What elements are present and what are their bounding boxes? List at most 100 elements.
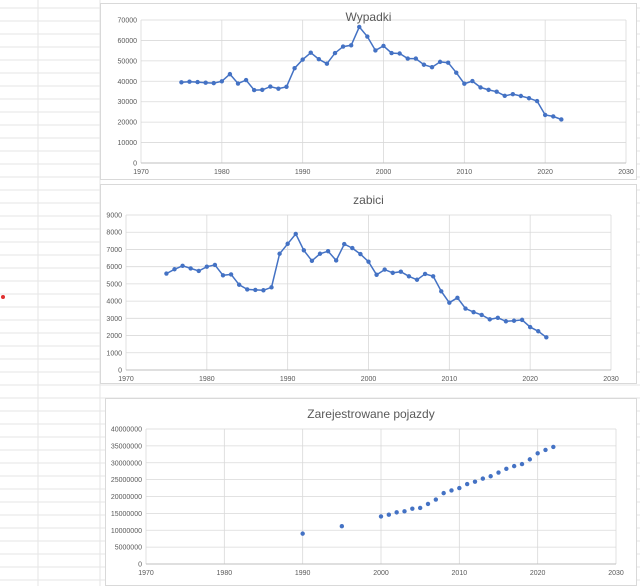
data-point (284, 84, 289, 90)
data-point (421, 62, 427, 67)
data-point (204, 264, 210, 269)
data-point (471, 309, 476, 315)
data-point (187, 79, 192, 84)
data-point (348, 43, 354, 48)
data-point (228, 272, 234, 277)
data-point (518, 93, 524, 99)
x-tick-label: 1970 (138, 570, 154, 577)
data-point (243, 77, 249, 83)
data-point (429, 64, 435, 70)
x-tick-label: 2020 (530, 570, 546, 577)
x-tick-label: 2010 (457, 169, 473, 176)
chart-wypadki[interactable]: 0 10000 20000 30000 40000 50000 60000 70000 1970… (100, 3, 637, 180)
x-tick-label: 2030 (618, 169, 634, 176)
data-point (463, 306, 468, 311)
x-tick-label: 1970 (133, 169, 149, 176)
data-point (542, 112, 548, 118)
data-point (220, 273, 226, 278)
y-tick-label: 0 (138, 562, 142, 569)
y-tick-label: 7000 (106, 247, 122, 254)
data-point (251, 87, 257, 93)
data-point (495, 315, 501, 321)
data-point (269, 285, 274, 290)
data-point (430, 274, 436, 279)
data-point (188, 266, 193, 271)
data-point (235, 81, 241, 86)
chart-title: zabici (353, 193, 384, 207)
y-tick-label: 0 (118, 368, 122, 375)
data-point (503, 319, 509, 324)
x-tick-label: 2010 (452, 570, 468, 577)
y-tick-label: 5000 (106, 281, 122, 288)
data-point (195, 79, 200, 85)
y-tick-label: 4000 (106, 299, 122, 306)
data-point (402, 509, 407, 514)
data-point (325, 248, 331, 254)
data-point (300, 531, 305, 536)
y-tick-label: 40000 (118, 79, 138, 86)
data-point (478, 85, 483, 90)
x-tick-label: 2020 (537, 169, 553, 176)
data-point (179, 80, 184, 85)
x-tick-label: 1990 (280, 376, 296, 383)
data-point (449, 488, 454, 493)
y-tick-label: 0 (133, 161, 137, 168)
chart-zarejestrowane-pojazdy[interactable]: 0 5000000 10000000 15000000 20000000 25000000… (105, 398, 637, 586)
data-point (422, 271, 428, 277)
data-point (373, 48, 378, 53)
data-point (519, 317, 525, 323)
data-point (511, 463, 517, 469)
data-point (339, 524, 345, 529)
x-tick-label: 2030 (608, 570, 624, 577)
data-point (324, 61, 330, 66)
x-tick-label: 2020 (522, 376, 538, 383)
data-point (410, 506, 415, 511)
data-point (268, 84, 273, 89)
data-point (511, 318, 517, 323)
data-point (382, 267, 387, 272)
data-point (441, 490, 446, 496)
y-tick-label: 3000 (106, 316, 122, 323)
y-tick-label: 10000 (118, 140, 138, 147)
data-point (285, 241, 290, 246)
y-tick-label: 70000 (118, 18, 138, 25)
data-point (357, 24, 362, 30)
y-tick-label: 60000 (118, 38, 138, 45)
data-point (172, 267, 177, 272)
chart-zabici[interactable]: 0 1000 2000 3000 4000 5000 6000 7000 8000 9000 197… (100, 184, 637, 384)
data-point (551, 114, 556, 119)
x-tick-label: 2000 (376, 169, 392, 176)
data-point (433, 497, 439, 502)
data-point (487, 317, 492, 322)
data-point (398, 269, 404, 274)
y-tick-label: 50000 (118, 58, 138, 65)
y-tick-label: 5000000 (115, 545, 142, 552)
data-point (439, 289, 444, 294)
x-tick-label: 2000 (373, 570, 389, 577)
data-point (464, 481, 470, 487)
data-point (340, 44, 346, 49)
data-point (236, 282, 242, 287)
y-tick-label: 15000000 (111, 511, 142, 518)
data-point (390, 270, 395, 276)
chart-title: Wypadki (345, 10, 392, 24)
x-tick-label: 1980 (214, 169, 230, 176)
data-point (437, 59, 443, 65)
data-point (544, 335, 549, 340)
data-point (276, 86, 281, 91)
data-point (445, 60, 451, 65)
data-point (536, 329, 541, 334)
y-tick-label: 20000000 (111, 494, 142, 501)
x-tick-label: 1980 (199, 376, 215, 383)
data-point (203, 80, 208, 85)
data-point (543, 447, 548, 453)
data-point (309, 258, 315, 264)
data-point (480, 476, 486, 481)
data-point (455, 295, 460, 301)
data-point (366, 259, 371, 264)
data-point (332, 50, 338, 56)
data-point (472, 479, 478, 484)
data-point (519, 461, 525, 467)
data-point (479, 312, 484, 318)
data-point (378, 514, 384, 519)
